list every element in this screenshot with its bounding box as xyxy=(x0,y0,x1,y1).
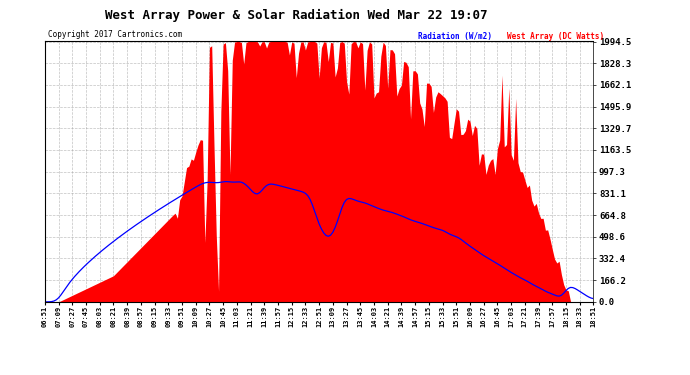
Text: Copyright 2017 Cartronics.com: Copyright 2017 Cartronics.com xyxy=(48,30,181,39)
Text: West Array (DC Watts): West Array (DC Watts) xyxy=(506,32,604,41)
Text: Radiation (W/m2): Radiation (W/m2) xyxy=(418,32,492,41)
Text: West Array Power & Solar Radiation Wed Mar 22 19:07: West Array Power & Solar Radiation Wed M… xyxy=(106,9,488,22)
